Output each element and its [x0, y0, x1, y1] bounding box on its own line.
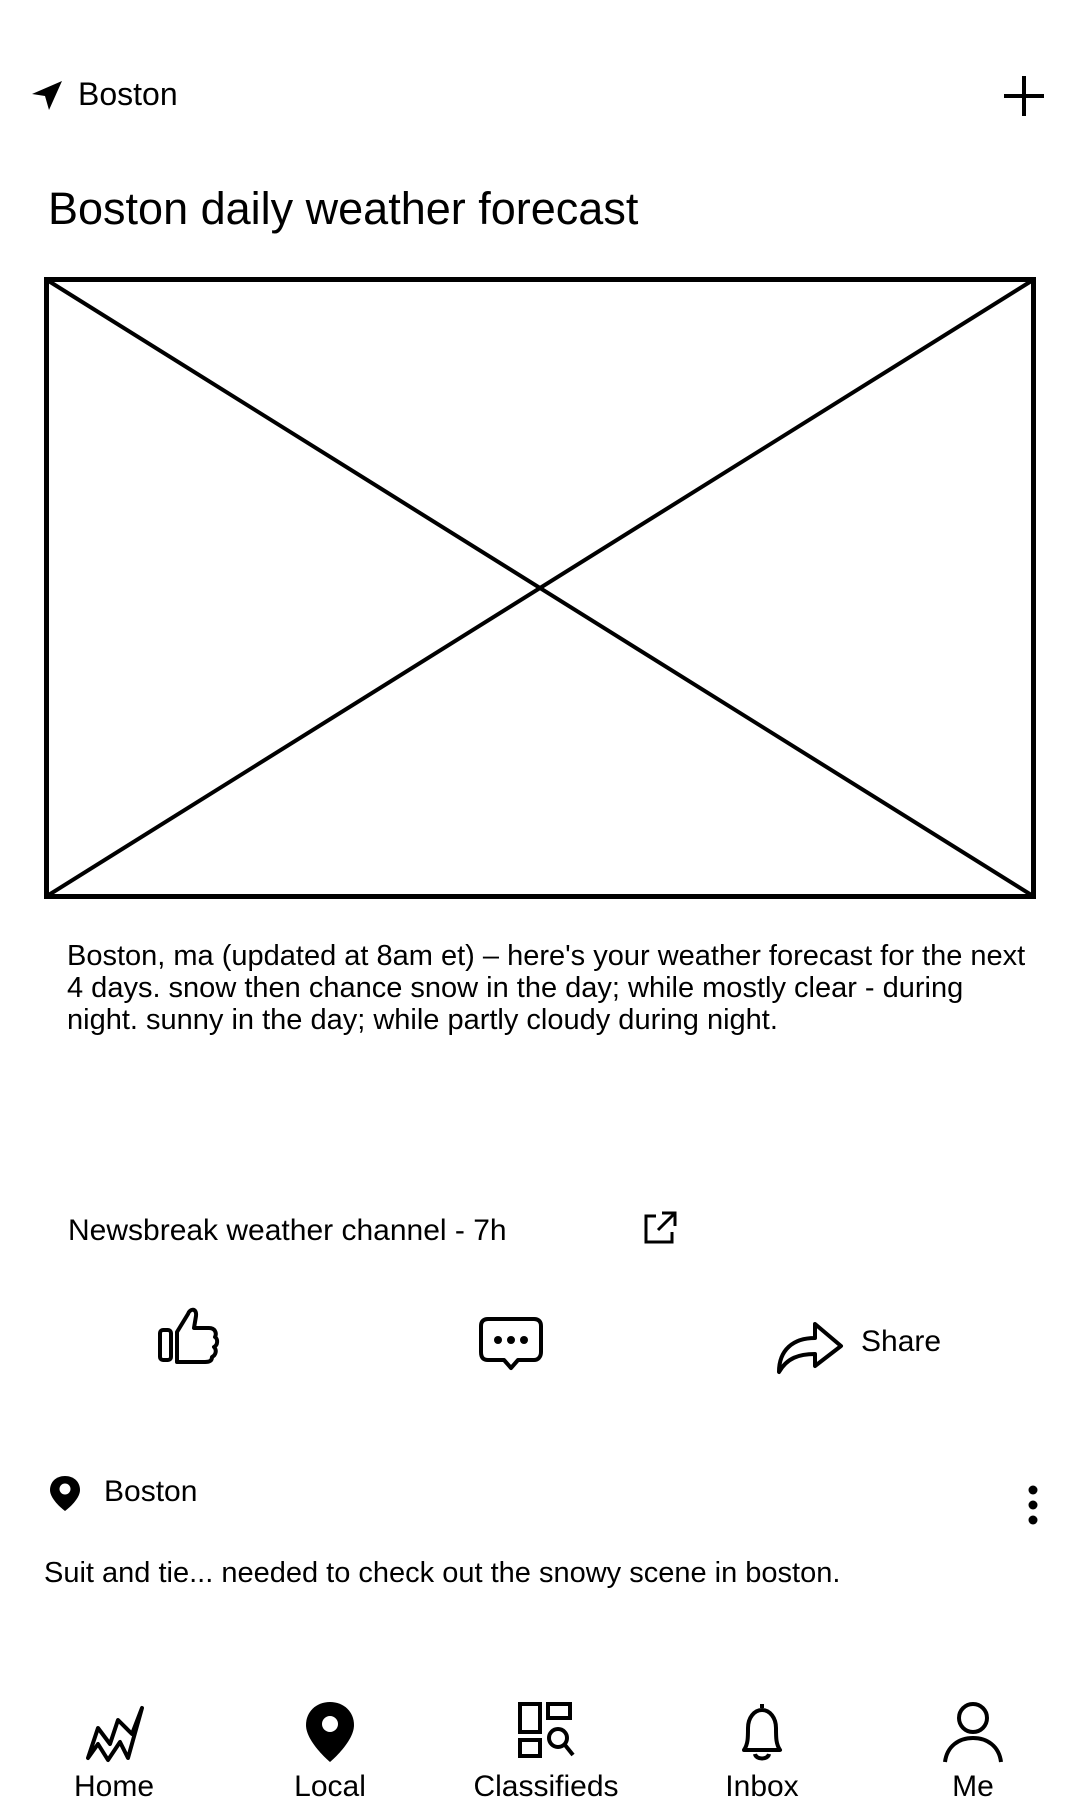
current-location-label[interactable]: Boston [78, 76, 178, 112]
share-icon[interactable] [775, 1312, 845, 1376]
location-pin-icon [306, 1702, 354, 1762]
nav-home-label: Home [73, 1770, 155, 1800]
location-pin-icon [50, 1476, 80, 1511]
more-options-icon[interactable] [1024, 1484, 1042, 1526]
bell-icon [742, 1704, 782, 1761]
nav-me[interactable]: Me [878, 1690, 1068, 1800]
post-text[interactable]: Suit and tie... needed to check out the … [44, 1557, 841, 1589]
article-summary: Boston, ma (updated at 8am et) – here's … [67, 940, 1026, 1036]
add-icon[interactable] [1000, 72, 1048, 120]
location-arrow-icon[interactable] [30, 78, 64, 112]
nav-local[interactable]: Local [235, 1690, 425, 1800]
external-link-icon[interactable] [642, 1210, 678, 1246]
thumbs-up-icon[interactable] [157, 1302, 221, 1366]
article-source: Newsbreak weather channel - 7h [68, 1214, 507, 1247]
home-icon [86, 1706, 144, 1762]
nav-local-label: Local [294, 1770, 366, 1800]
person-icon [943, 1702, 1003, 1763]
image-placeholder[interactable] [44, 277, 1036, 899]
classifieds-icon [518, 1702, 575, 1758]
nav-inbox[interactable]: Inbox [667, 1690, 857, 1800]
comment-icon[interactable] [478, 1316, 544, 1372]
nav-inbox-label: Inbox [725, 1770, 799, 1800]
nav-home[interactable]: Home [19, 1690, 209, 1800]
post-location-label[interactable]: Boston [104, 1475, 198, 1508]
share-button-label[interactable]: Share [861, 1325, 942, 1358]
nav-classifieds[interactable]: Classifieds [451, 1690, 641, 1800]
nav-classifieds-label: Classifieds [473, 1770, 619, 1800]
nav-me-label: Me [952, 1770, 994, 1800]
article-title[interactable]: Boston daily weather forecast [48, 183, 639, 234]
